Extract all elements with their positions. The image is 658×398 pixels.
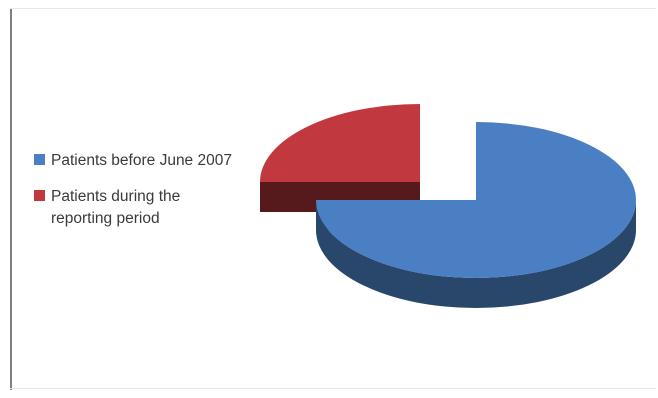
legend: Patients before June 2007 Patients durin… <box>34 150 244 244</box>
legend-item-before-june: Patients before June 2007 <box>34 150 244 172</box>
chart-top-border <box>10 8 656 9</box>
legend-item-reporting-period: Patients during the reporting period <box>34 186 244 230</box>
chart-bottom-border <box>10 388 656 389</box>
legend-label-before-june: Patients before June 2007 <box>51 152 232 169</box>
chart-left-border <box>10 8 12 390</box>
pie-slice-0 <box>316 122 636 278</box>
pie-slice-1 <box>260 104 420 182</box>
legend-swatch-blue <box>34 154 45 165</box>
legend-label-reporting-period: Patients during the reporting period <box>51 188 181 227</box>
legend-swatch-red <box>34 190 45 201</box>
pie-slice-0-rim <box>316 200 636 308</box>
